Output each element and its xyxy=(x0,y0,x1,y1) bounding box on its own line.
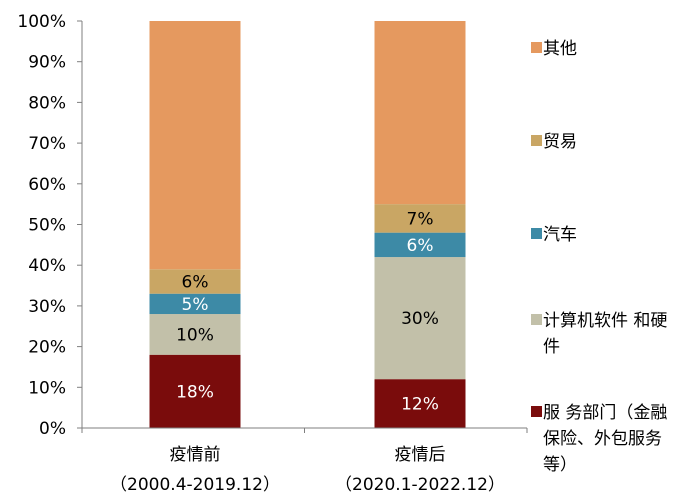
bar-segment xyxy=(374,204,466,233)
y-tick-label: 50% xyxy=(28,216,66,236)
data-label: 5% xyxy=(182,295,209,315)
bars: 18% 10% 5% 6% 12% 30% 6% 7% xyxy=(149,21,466,428)
bar-segment xyxy=(149,21,241,270)
y-tick-label: 80% xyxy=(28,93,66,113)
legend-label: 等） xyxy=(543,455,577,475)
legend-swatch xyxy=(531,135,542,146)
legend-swatch xyxy=(531,406,542,417)
legend-label: 计算机软件 和硬 xyxy=(543,311,667,331)
x-category-label: 疫情前 xyxy=(170,445,221,465)
x-category-label: （2020.1-2022.12） xyxy=(335,475,505,495)
y-tick-label: 60% xyxy=(28,175,66,195)
y-tick-label: 20% xyxy=(28,338,66,358)
legend-label: 服 务部门（金融 xyxy=(543,403,667,423)
y-tick-label: 100% xyxy=(17,12,66,32)
y-axis: 0% 10% 20% 30% 40% 50% 60% 70% 80% 90% 100% xyxy=(17,12,83,439)
y-tick-label: 0% xyxy=(39,419,66,439)
y-tick-label: 10% xyxy=(28,378,66,398)
data-label: 10% xyxy=(176,325,214,345)
data-label: 6% xyxy=(182,272,209,292)
data-label: 12% xyxy=(401,395,439,415)
data-label: 7% xyxy=(407,209,434,229)
data-label: 6% xyxy=(407,236,434,256)
bar-segment xyxy=(374,257,466,380)
bar-segment xyxy=(374,232,466,258)
data-label: 30% xyxy=(401,309,439,329)
bar-segment xyxy=(149,354,241,428)
x-category-label: （2000.4-2019.12） xyxy=(110,475,280,495)
y-tick-label: 40% xyxy=(28,256,66,276)
bar-segment xyxy=(149,293,241,315)
legend-label: 其他 xyxy=(543,39,577,59)
y-tick-label: 30% xyxy=(28,297,66,317)
bar-segment xyxy=(149,314,241,355)
legend-swatch xyxy=(531,314,542,325)
y-tick-label: 70% xyxy=(28,134,66,154)
bar-segment xyxy=(374,379,466,428)
x-category-label: 疫情后 xyxy=(395,445,446,465)
bar-segment xyxy=(374,21,466,205)
y-tick-label: 90% xyxy=(28,53,66,73)
legend-swatch xyxy=(531,228,542,239)
legend-swatch xyxy=(531,42,542,53)
legend-label: 保险、外包服务 xyxy=(543,429,662,449)
x-axis: 疫情前 （2000.4-2019.12） 疫情后 （2020.1-2022.12） xyxy=(81,427,528,495)
legend-label: 件 xyxy=(543,337,560,357)
bar-segment xyxy=(149,269,241,294)
legend-label: 汽车 xyxy=(543,225,577,245)
data-label: 18% xyxy=(176,382,214,402)
legend-label: 贸易 xyxy=(543,132,577,152)
